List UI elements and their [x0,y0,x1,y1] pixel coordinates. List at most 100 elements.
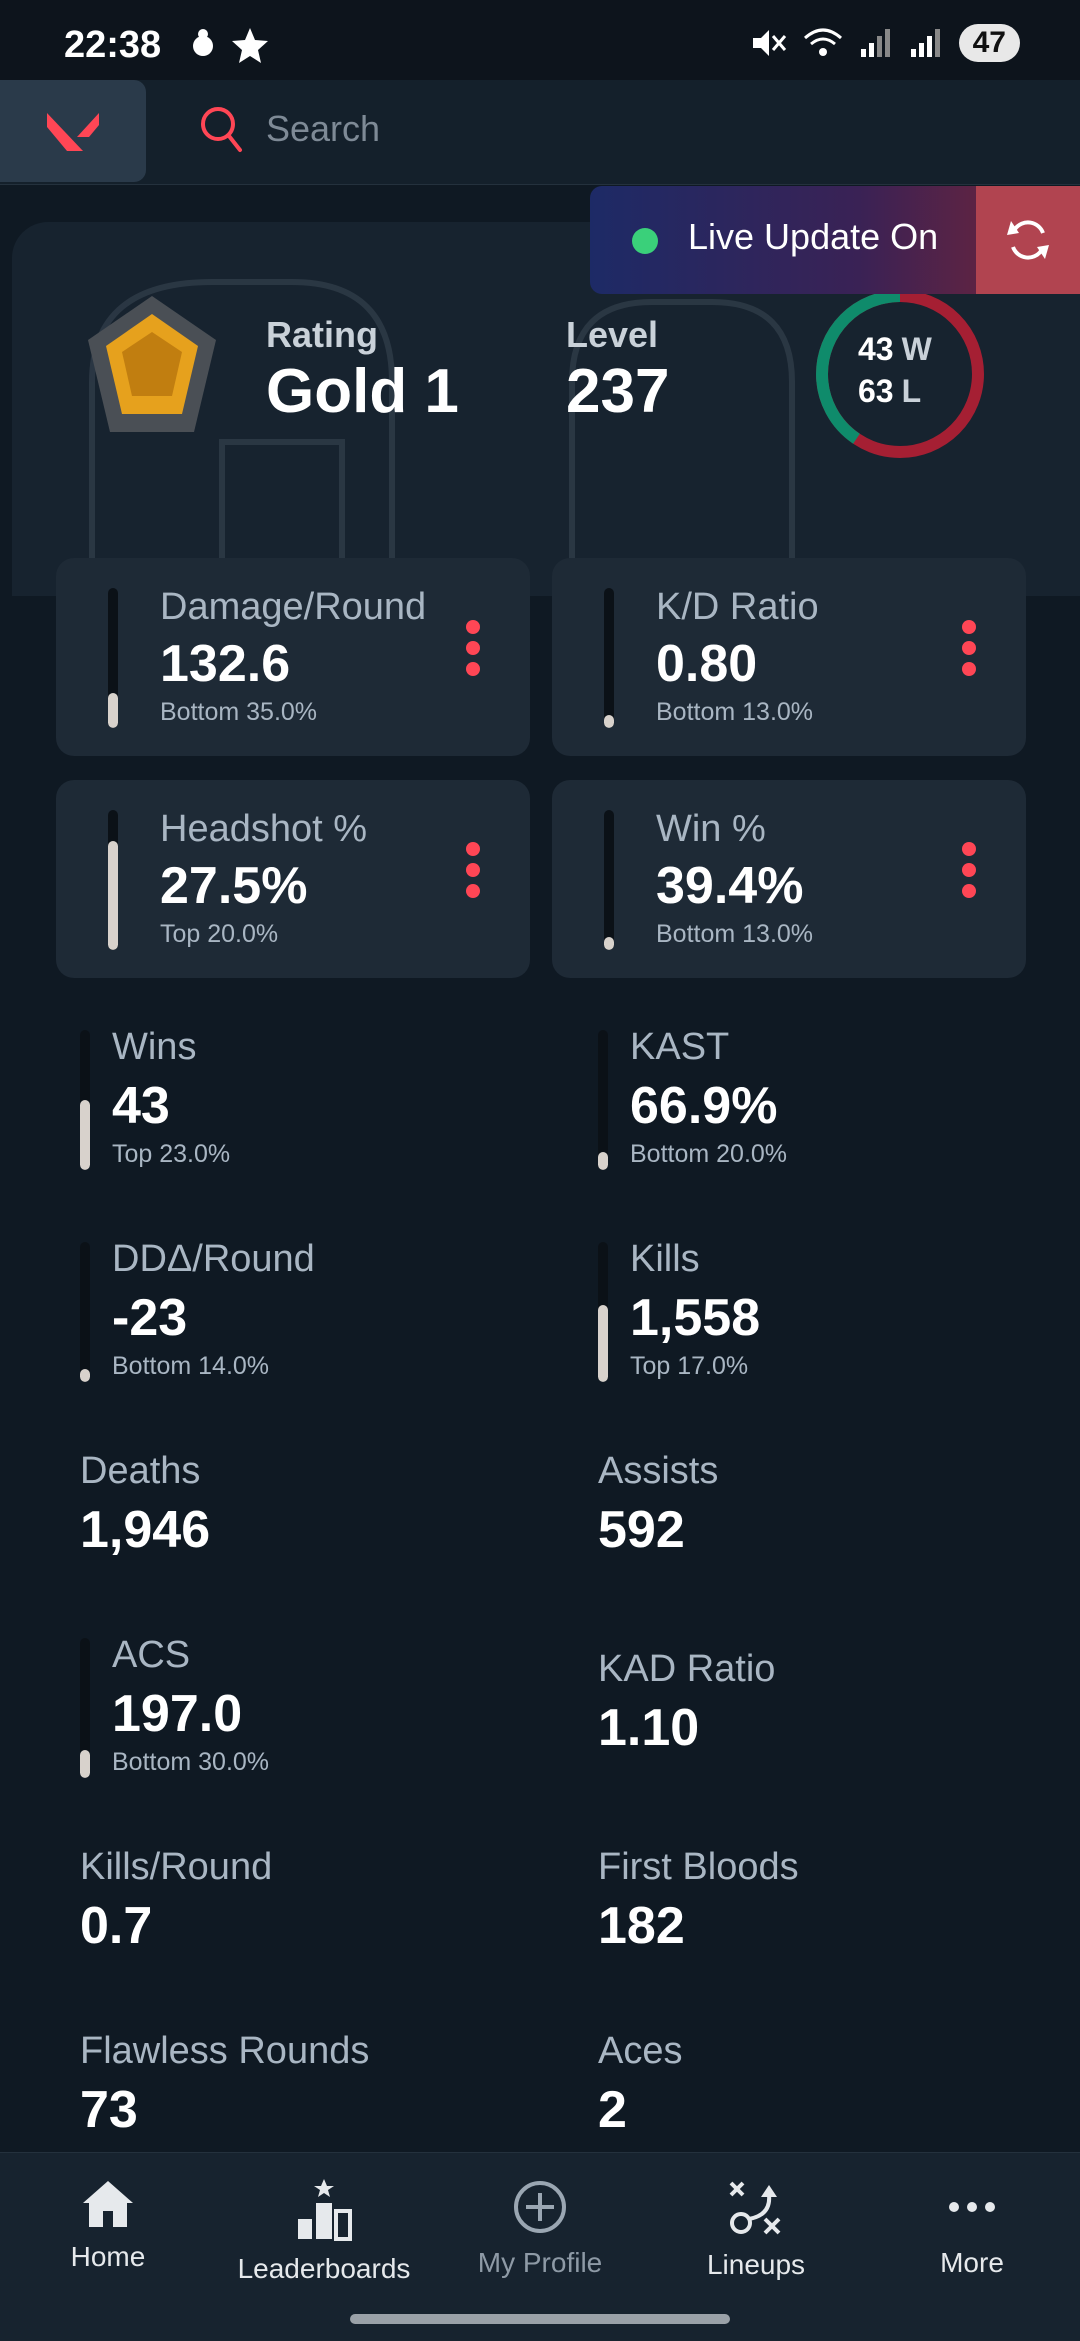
stat-label: Headshot % [160,808,368,850]
stat-value: 2 [598,2081,627,2139]
battery-indicator: 47 [958,24,1020,62]
stat-value: 1,558 [630,1289,761,1347]
stat-label: First Bloods [598,1846,799,1888]
stat-first-bloods: First Bloods 182 [598,1846,1078,1996]
stat-label: Kills/Round [80,1846,273,1888]
nav-lineups[interactable]: Lineups [648,2179,864,2299]
percentile-bar [80,1638,90,1778]
stat-value: 1.10 [598,1699,700,1757]
signal-icon [860,29,890,57]
stat-label: KAD Ratio [598,1648,776,1690]
stat-value: 197.0 [112,1685,243,1743]
stat-percentile: Top 20.0% [160,920,279,948]
percentile-bar [108,588,118,728]
nav-my-profile[interactable]: My Profile [432,2179,648,2299]
stat-label: DDΔ/Round [112,1238,315,1280]
nav-home[interactable]: Home [0,2179,216,2299]
plus-circle-icon [514,2181,566,2233]
stat-percentile: Bottom 13.0% [656,920,814,948]
percentile-bar [604,810,614,950]
top-bar: Search [0,80,1080,185]
stat-dd-delta-round: DDΔ/Round -23 Bottom 14.0% [80,1238,560,1388]
refresh-button[interactable] [976,186,1080,294]
nav-label: My Profile [477,2247,603,2278]
notification-app-icon [193,29,213,56]
stat-aces: Aces 2 [598,2030,1078,2180]
stat-label: Kills [630,1238,700,1280]
wins-suffix: W [901,331,932,367]
stat-percentile: Top 23.0% [112,1140,231,1168]
app-logo-button[interactable] [0,80,146,182]
stat-flawless-rounds: Flawless Rounds 73 [80,2030,560,2180]
stat-acs: ACS 197.0 Bottom 30.0% [80,1634,560,1784]
stat-value: -23 [112,1289,188,1347]
home-icon [83,2181,133,2227]
losses-suffix: L [901,373,922,409]
level-value: 237 [566,357,670,426]
stat-value: 43 [112,1077,170,1135]
stat-assists: Assists 592 [598,1450,1078,1600]
more-options-icon[interactable] [466,842,480,898]
percentile-bar [80,1242,90,1382]
nav-leaderboards[interactable]: Leaderboards [216,2179,432,2299]
percentile-bar [80,1030,90,1170]
stat-kad-ratio: KAD Ratio 1.10 [598,1648,1078,1798]
stat-wins: Wins 43 Top 23.0% [80,1026,560,1176]
stat-value: 39.4% [656,857,804,915]
nav-more[interactable]: More [864,2179,1080,2299]
stat-label: ACS [112,1634,191,1676]
percentile-bar [108,810,118,950]
stat-value: 73 [80,2081,138,2139]
stat-card-win-percent[interactable]: Win % 39.4% Bottom 13.0% [552,780,1026,978]
percentile-bar [598,1242,608,1382]
stat-percentile: Bottom 13.0% [656,698,814,726]
signal-icon-2 [910,29,940,57]
stat-label: Aces [598,2030,683,2072]
stat-deaths: Deaths 1,946 [80,1450,560,1600]
stat-label: Flawless Rounds [80,2030,370,2072]
stat-label: Wins [112,1026,197,1068]
home-indicator[interactable] [350,2314,730,2324]
more-options-icon[interactable] [962,842,976,898]
bottom-navigation: Home Leaderboards My Profile Lineups Mor… [0,2152,1080,2341]
nav-label: Home [70,2241,146,2272]
status-notification-icons [186,26,270,66]
gold-rank-icon [88,296,216,432]
percentile-bar [598,1030,608,1170]
stat-percentile: Bottom 30.0% [112,1748,270,1776]
stat-label: Deaths [80,1450,201,1492]
more-options-icon[interactable] [466,620,480,676]
stat-label: Damage/Round [160,586,427,628]
stat-value: 0.80 [656,635,758,693]
nav-label: More [940,2247,1004,2278]
stat-percentile: Bottom 14.0% [112,1352,270,1380]
status-right: 47 [751,24,1020,62]
stat-percentile: Bottom 35.0% [160,698,318,726]
wins-count: 43 [858,331,894,367]
stat-value: 132.6 [160,635,291,693]
lineups-icon [729,2181,781,2235]
rating-value: Gold 1 [266,357,459,426]
stat-kills: Kills 1,558 Top 17.0% [598,1238,1078,1388]
stat-percentile: Bottom 20.0% [630,1140,788,1168]
more-icon [949,2202,995,2212]
nav-label: Lineups [706,2249,806,2280]
search-input[interactable]: Search [266,108,381,149]
rating-label: Rating [266,314,378,355]
stat-value: 27.5% [160,857,308,915]
live-status-dot [632,228,658,254]
more-options-icon[interactable] [962,620,976,676]
stat-value: 66.9% [630,1077,778,1135]
stat-kast: KAST 66.9% Bottom 20.0% [598,1026,1078,1176]
stat-card-headshot[interactable]: Headshot % 27.5% Top 20.0% [56,780,530,978]
stat-card-damage-round[interactable]: Damage/Round 132.6 Bottom 35.0% [56,558,530,756]
wifi-icon [803,28,842,56]
star-badge-icon [232,28,268,63]
profile-summary-card: Rating Gold 1 Level 237 43 W 63 L [12,222,1080,596]
search-bar[interactable]: Search [198,104,380,154]
stat-label: Win % [656,808,766,850]
stat-card-kd-ratio[interactable]: K/D Ratio 0.80 Bottom 13.0% [552,558,1026,756]
live-update-banner[interactable]: Live Update On [590,186,1080,294]
stat-kills-round: Kills/Round 0.7 [80,1846,560,1996]
stat-value: 1,946 [80,1501,211,1559]
